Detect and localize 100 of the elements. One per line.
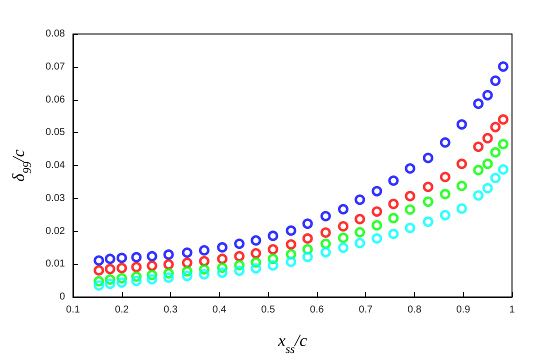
point	[440, 210, 450, 220]
point	[250, 263, 262, 274]
point	[388, 228, 399, 240]
point	[116, 262, 128, 274]
point	[302, 252, 313, 262]
point	[354, 238, 366, 248]
point	[388, 175, 399, 186]
point	[146, 260, 158, 272]
y-tick-label: 0.02	[46, 226, 66, 237]
point	[482, 90, 493, 100]
point	[320, 210, 331, 222]
point	[163, 249, 174, 260]
point	[372, 206, 382, 217]
point	[473, 98, 484, 109]
point	[182, 247, 192, 258]
point	[198, 245, 210, 256]
point	[116, 277, 128, 288]
point	[440, 137, 450, 148]
x-tick-label: 0.6	[310, 304, 324, 316]
point	[404, 190, 416, 202]
y-tick-label: 0	[59, 292, 66, 302]
point	[198, 269, 210, 280]
point	[286, 225, 296, 236]
point	[94, 280, 104, 291]
point	[338, 232, 348, 244]
point	[482, 182, 493, 194]
point	[116, 252, 128, 264]
x-tick-label: 1	[509, 304, 516, 316]
x-tick-label: 0.5	[261, 304, 276, 316]
point	[372, 186, 382, 196]
point	[94, 265, 104, 276]
point	[234, 238, 245, 249]
point	[104, 254, 116, 264]
point	[131, 276, 142, 286]
point	[498, 164, 508, 175]
point	[217, 267, 228, 278]
point	[286, 239, 296, 250]
point	[286, 256, 296, 268]
point	[104, 278, 116, 290]
point	[131, 262, 142, 272]
point	[404, 222, 416, 234]
point	[490, 122, 501, 132]
point	[456, 119, 468, 130]
point	[94, 255, 104, 266]
point	[250, 248, 262, 259]
point	[456, 158, 468, 170]
point	[388, 198, 399, 210]
point	[498, 138, 508, 150]
point	[320, 227, 331, 238]
point	[456, 203, 468, 214]
point	[473, 164, 484, 176]
point	[482, 132, 493, 144]
x-tick-label: 0.4	[212, 304, 227, 316]
point	[268, 244, 278, 255]
point	[182, 270, 192, 282]
point	[302, 233, 313, 244]
y-axis-title: δ99/c	[9, 148, 34, 182]
point	[473, 142, 484, 152]
point	[440, 188, 450, 200]
point	[146, 274, 158, 284]
y-tick-label: 0.08	[46, 28, 66, 40]
x-tick-label: 0.3	[164, 304, 178, 316]
point	[338, 204, 348, 214]
y-tick-label: 0.05	[46, 127, 66, 138]
point	[422, 182, 434, 192]
point	[250, 235, 262, 246]
point	[268, 230, 278, 242]
point	[234, 265, 245, 276]
point	[482, 158, 493, 170]
point	[146, 250, 158, 262]
point	[422, 216, 434, 227]
point	[372, 233, 382, 244]
point	[440, 172, 450, 182]
point	[104, 264, 116, 274]
point	[372, 220, 382, 231]
point	[217, 242, 228, 253]
point	[473, 190, 484, 201]
x-tick-label: 0.2	[114, 304, 130, 316]
x-tick-label: 0.8	[407, 304, 422, 316]
point	[490, 75, 501, 86]
y-tick-label: 0.01	[46, 258, 66, 270]
point	[354, 226, 366, 238]
point	[163, 272, 174, 283]
y-tick-label: 0.07	[46, 61, 66, 72]
y-tick-label: 0.06	[46, 94, 66, 106]
point	[404, 204, 416, 215]
point	[490, 147, 501, 158]
point	[498, 61, 508, 72]
point	[388, 212, 399, 224]
x-tick-label: 0.1	[66, 304, 80, 316]
point	[131, 252, 142, 262]
point	[268, 260, 278, 271]
x-tick-label: 0.7	[358, 304, 374, 316]
point	[302, 218, 313, 229]
point	[456, 180, 468, 192]
point	[498, 114, 508, 125]
point	[338, 242, 348, 253]
point	[354, 194, 366, 205]
point	[422, 152, 434, 164]
y-tick-label: 0.03	[46, 192, 66, 204]
